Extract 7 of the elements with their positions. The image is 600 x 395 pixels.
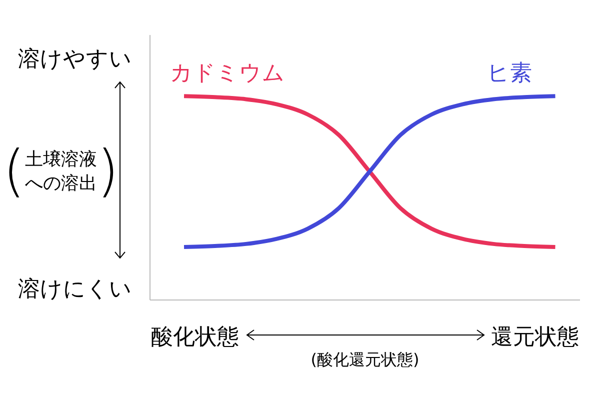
text: 酸化状態: [150, 324, 240, 352]
text: 還元状態: [490, 324, 580, 352]
text: 溶けやすい: [17, 46, 133, 74]
series-label: カドミウム: [170, 60, 285, 88]
x-axis-title: (酸化還元状態): [310, 350, 420, 371]
series-label: ヒ素: [487, 60, 532, 88]
text: 溶けにくい: [17, 276, 133, 304]
